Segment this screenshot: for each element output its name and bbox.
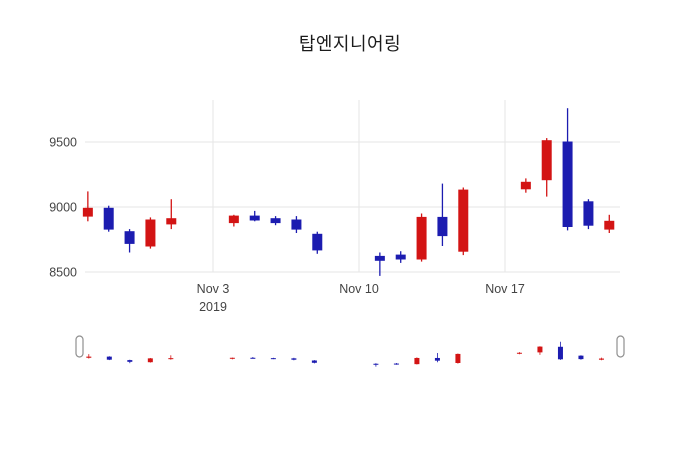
y-axis-tick-label: 9000 xyxy=(49,201,77,215)
candle-body xyxy=(103,207,114,230)
y-axis-tick-label: 9500 xyxy=(49,136,77,150)
candlestick[interactable] xyxy=(604,214,615,233)
candlestick[interactable] xyxy=(145,217,156,249)
candle-body xyxy=(312,233,323,251)
candle-body xyxy=(583,201,594,226)
candlestick[interactable] xyxy=(166,199,177,230)
mini-candle-body xyxy=(168,358,174,360)
candle-body xyxy=(604,220,615,230)
mini-candle-body xyxy=(106,356,112,360)
candle-body xyxy=(437,216,448,237)
candle-body xyxy=(166,218,177,225)
mini-candle-body xyxy=(373,363,379,365)
candle-body xyxy=(416,216,427,260)
x-axis-tick-label: Nov 17 xyxy=(485,282,525,296)
candlestick[interactable] xyxy=(541,138,552,197)
candle-body xyxy=(541,140,552,181)
candlestick[interactable] xyxy=(437,183,448,246)
mini-candle-body xyxy=(557,346,563,360)
mini-candle-body xyxy=(270,358,276,360)
candlestick[interactable] xyxy=(374,252,385,276)
mini-candle-body xyxy=(393,363,399,365)
mini-candle-body xyxy=(311,360,317,363)
candlestick[interactable] xyxy=(270,216,281,226)
rangeslider[interactable] xyxy=(86,341,604,367)
candlestick[interactable] xyxy=(249,210,260,222)
candlestick[interactable] xyxy=(124,229,135,253)
mini-candle-body xyxy=(578,355,584,360)
candle-body xyxy=(562,141,573,227)
candle-body xyxy=(520,181,531,190)
candle-body xyxy=(124,231,135,244)
candle-body xyxy=(82,207,93,217)
candle-body xyxy=(395,254,406,260)
candle-body xyxy=(270,218,281,224)
y-axis-tick-label: 8500 xyxy=(49,266,77,280)
mini-candle-body xyxy=(455,353,461,363)
candlestick[interactable] xyxy=(458,187,469,256)
candle-body xyxy=(228,215,239,224)
x-axis-tick-label: Nov 3 xyxy=(197,282,230,296)
mini-candle-body xyxy=(598,358,604,360)
mini-candle-body xyxy=(537,346,543,353)
mini-candle-body xyxy=(229,357,235,359)
candlestick[interactable] xyxy=(416,213,427,262)
candlestick[interactable] xyxy=(228,214,239,227)
candlestick[interactable] xyxy=(583,199,594,230)
mini-candle-body xyxy=(147,358,153,363)
rangeslider-left-handle[interactable] xyxy=(75,335,84,358)
candle-body xyxy=(145,219,156,247)
candlestick[interactable] xyxy=(520,178,531,193)
mini-candle-body xyxy=(127,360,133,362)
mini-candle-body xyxy=(250,357,256,359)
candle-body xyxy=(291,219,302,230)
x-axis-tick-sublabel: 2019 xyxy=(199,300,227,314)
candle-body xyxy=(458,189,469,252)
candlestick[interactable] xyxy=(291,216,302,233)
candle-body xyxy=(249,215,260,221)
candle-body xyxy=(374,255,385,261)
mini-candle-body xyxy=(434,357,440,361)
mini-candle-body xyxy=(86,356,92,358)
candlestick[interactable] xyxy=(312,231,323,254)
rangeslider-right-handle[interactable] xyxy=(616,335,625,358)
mini-candle-body xyxy=(516,352,522,354)
x-axis-tick-label: Nov 10 xyxy=(339,282,379,296)
mini-candle-body xyxy=(414,357,420,365)
candlestick[interactable] xyxy=(82,191,93,222)
candlestick[interactable] xyxy=(103,205,114,232)
candlestick[interactable] xyxy=(395,251,406,263)
candlestick[interactable] xyxy=(562,108,573,231)
chart-title: 탑엔지니어링 xyxy=(298,34,402,54)
mini-candle-body xyxy=(291,358,297,360)
